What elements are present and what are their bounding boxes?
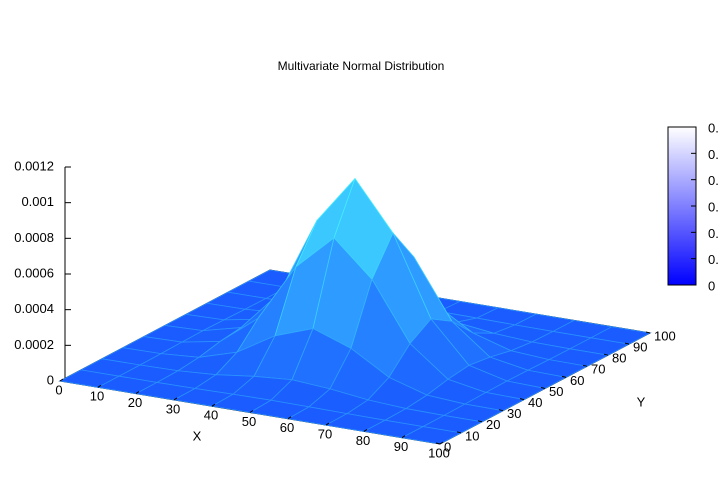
x-tick [59,378,64,382]
x-tick [401,435,406,439]
y-tick [624,342,630,345]
y-tick [582,364,588,367]
x-tick-label: 70 [318,427,332,442]
x-tick [325,422,330,426]
y-tick [477,420,483,423]
chart-title: Multivariate Normal Distribution [278,59,445,73]
x-tick-label: 50 [242,414,256,429]
colorbar-tick-label: 0. [708,120,719,135]
x-tick [439,441,444,445]
x-tick-label: 60 [280,420,294,435]
y-tick [540,387,546,389]
x-tick [173,397,178,401]
y-tick-label: 10 [465,428,479,443]
y-tick [561,375,567,378]
x-tick-label: 20 [128,395,142,410]
colorbar-tick-label: 0. [708,226,719,241]
x-tick-label: 10 [90,389,104,404]
x-tick-label: 40 [204,408,218,423]
y-axis-label: Y [637,394,646,409]
colorbar-tick-label: 0. [708,252,719,267]
y-tick [498,409,504,412]
y-tick-label: 30 [507,406,521,421]
x-tick-label: 0 [55,382,62,397]
x-tick [135,391,140,395]
z-tick-label: 0.0008 [14,230,54,245]
x-axis-label: X [193,428,202,443]
x-tick-label: 80 [356,433,370,448]
x-tick [211,403,216,407]
y-tick-label: 80 [612,351,626,366]
y-tick-label: 100 [654,328,676,343]
x-tick-label: 100 [428,445,450,460]
z-tick-label: 0.0012 [14,158,54,173]
x-tick-label: 30 [166,401,180,416]
y-tick-label: 60 [570,373,584,388]
colorbar-tick-label: 0. [708,199,719,214]
y-tick [603,353,609,356]
y-tick-label: 0 [444,439,451,454]
y-tick-label: 90 [633,340,647,355]
y-tick [645,331,651,334]
colorbar-tick-label: 0 [708,278,715,293]
z-tick-label: 0.0002 [14,337,54,352]
y-tick [519,398,525,401]
z-tick-label: 0.0004 [14,301,54,316]
y-tick [456,431,462,434]
x-tick-label: 90 [394,439,408,454]
z-tick-label: 0.001 [21,194,54,209]
z-tick-label: 0 [47,372,54,387]
colorbar-tick-label: 0. [708,147,719,162]
y-tick [435,442,441,445]
z-tick-label: 0.0006 [14,265,54,280]
y-tick-label: 40 [528,395,542,410]
y-tick-label: 70 [591,362,605,377]
x-tick [97,384,102,388]
y-tick-label: 50 [549,384,563,399]
x-tick [249,410,254,413]
colorbar-tick-label: 0. [708,173,719,188]
y-tick-label: 20 [486,417,500,432]
x-tick [287,416,292,420]
x-tick [363,428,368,432]
